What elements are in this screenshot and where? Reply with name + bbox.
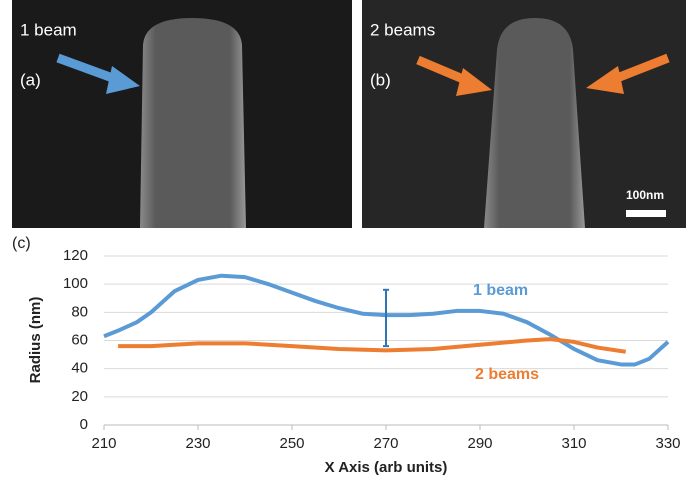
panel-label: (c) (12, 235, 31, 252)
x-tick-label: 250 (279, 435, 304, 452)
panel-label: (a) (20, 70, 41, 89)
x-tick-label: 270 (373, 435, 398, 452)
x-tick-label: 210 (91, 435, 116, 452)
scale-bar-label: 100nm (626, 188, 664, 202)
pillar-b (484, 18, 585, 228)
x-tick-label: 310 (561, 435, 586, 452)
x-tick-label: 290 (467, 435, 492, 452)
y-tick-label: 60 (71, 331, 88, 348)
series-label: 1 beam (473, 282, 528, 299)
figure: 1 beam (a) 2 beams (b) 100nm (c) X Axis … (0, 0, 693, 489)
x-tick-label: 330 (655, 435, 680, 452)
panel-title: 1 beam (20, 20, 77, 39)
series-label: 2 beams (475, 366, 539, 383)
x-tick-label: 230 (185, 435, 210, 452)
pillar-a (140, 18, 246, 228)
y-axis-title: Radius (nm) (27, 297, 44, 384)
y-tick-label: 20 (71, 388, 88, 405)
panel-label: (b) (370, 70, 391, 89)
y-tick-label: 80 (71, 303, 88, 320)
scale-bar (626, 210, 666, 217)
panel-title: 2 beams (370, 20, 435, 39)
y-tick-label: 0 (80, 416, 88, 433)
y-tick-label: 100 (63, 275, 88, 292)
y-tick-label: 40 (71, 360, 88, 377)
x-axis-title: X Axis (arb units) (325, 459, 448, 476)
y-tick-label: 120 (63, 247, 88, 264)
